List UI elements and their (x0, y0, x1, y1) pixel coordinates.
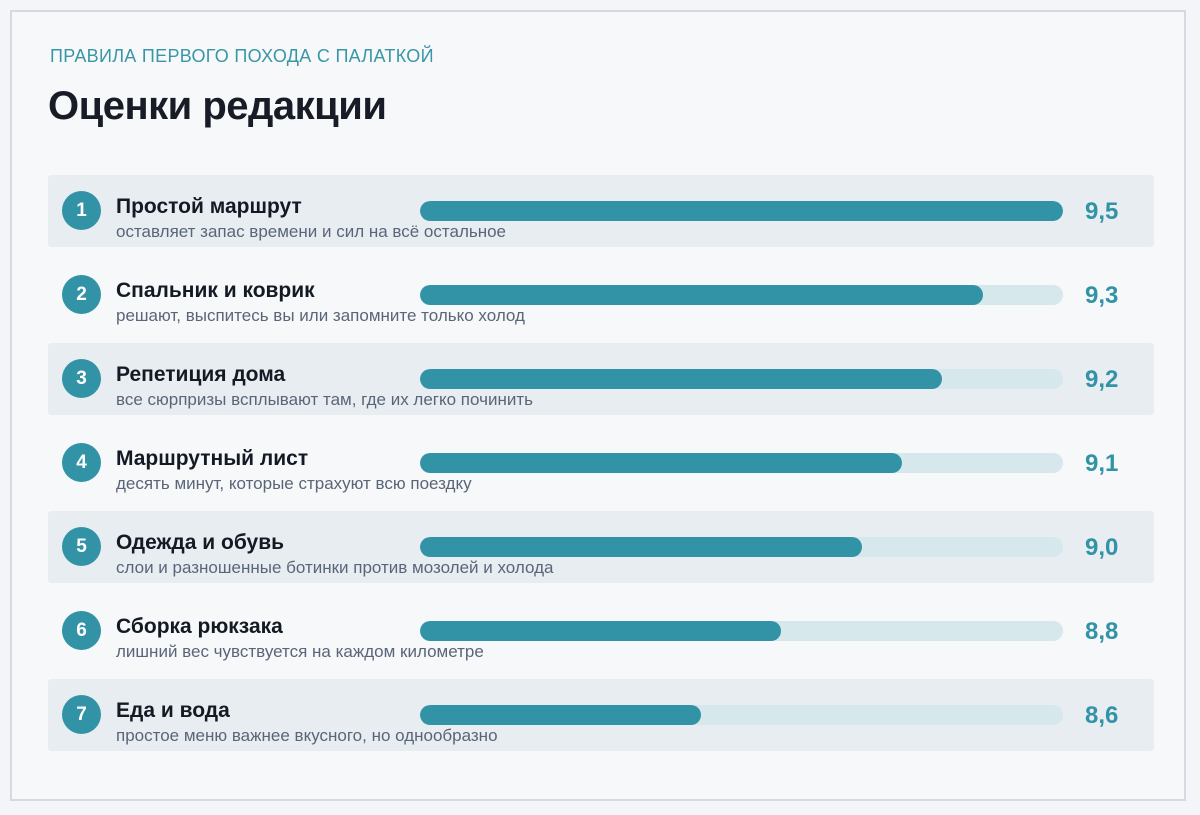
bar-track (420, 201, 1063, 221)
value-label: 8,6 (1085, 702, 1119, 729)
rank-badge: 6 (62, 611, 101, 650)
item-note: слои и разношенные ботинки против мозоле… (116, 558, 554, 577)
item-note: оставляет запас времени и сил на всё ост… (116, 222, 507, 241)
value-label: 9,0 (1085, 534, 1119, 561)
bar-fill (420, 537, 862, 557)
item-name: Сборка рюкзака (116, 615, 283, 638)
rank-badge: 7 (62, 695, 101, 734)
item-note: решают, выспитесь вы или запомните тольк… (116, 306, 525, 325)
rating-row: 7 Еда и вода простое меню важнее вкусног… (48, 679, 1154, 751)
rating-row: 5 Одежда и обувь слои и разношенные боти… (48, 511, 1154, 583)
rank-badge: 3 (62, 359, 101, 398)
bar-track (420, 705, 1063, 725)
item-name: Простой маршрут (116, 195, 302, 218)
bar-track (420, 369, 1063, 389)
rating-row: 3 Репетиция дома все сюрпризы всплывают … (48, 343, 1154, 415)
bar-fill (420, 201, 1063, 221)
rank-badge: 2 (62, 275, 101, 314)
rank-badge: 5 (62, 527, 101, 566)
bar-fill (420, 621, 781, 641)
value-label: 9,2 (1085, 366, 1119, 393)
rating-row: 4 Маршрутный лист десять минут, которые … (48, 427, 1154, 499)
value-label: 9,3 (1085, 282, 1119, 309)
item-name: Спальник и коврик (116, 279, 315, 302)
rating-row: 2 Спальник и коврик решают, выспитесь вы… (48, 259, 1154, 331)
item-name: Одежда и обувь (116, 531, 285, 554)
item-note: десять минут, которые страхуют всю поезд… (116, 474, 472, 493)
rating-row: 6 Сборка рюкзака лишний вес чувствуется … (48, 595, 1154, 667)
item-name: Еда и вода (116, 699, 230, 722)
bar-fill (420, 369, 942, 389)
bar-fill (420, 453, 902, 473)
bar-track (420, 537, 1063, 557)
value-label: 9,1 (1085, 450, 1119, 477)
value-label: 9,5 (1085, 198, 1119, 225)
item-name: Репетиция дома (116, 363, 286, 386)
kicker-label: ПРАВИЛА ПЕРВОГО ПОХОДА С ПАЛАТКОЙ (50, 46, 434, 66)
bar-track (420, 453, 1063, 473)
rating-row: 1 Простой маршрут оставляет запас времен… (48, 175, 1154, 247)
value-label: 8,8 (1085, 618, 1119, 645)
bar-fill (420, 705, 701, 725)
ratings-card: ПРАВИЛА ПЕРВОГО ПОХОДА С ПАЛАТКОЙ Оценки… (10, 10, 1186, 801)
item-note: все сюрпризы всплывают там, где их легко… (116, 390, 533, 409)
bar-track (420, 621, 1063, 641)
item-name: Маршрутный лист (116, 447, 309, 470)
bar-track (420, 285, 1063, 305)
rank-badge: 4 (62, 443, 101, 482)
ratings-list: 1 Простой маршрут оставляет запас времен… (48, 175, 1154, 763)
item-note: простое меню важнее вкусного, но однообр… (116, 726, 498, 745)
rank-badge: 1 (62, 191, 101, 230)
item-note: лишний вес чувствуется на каждом километ… (116, 642, 484, 661)
bar-fill (420, 285, 983, 305)
page-title: Оценки редакции (48, 84, 387, 128)
